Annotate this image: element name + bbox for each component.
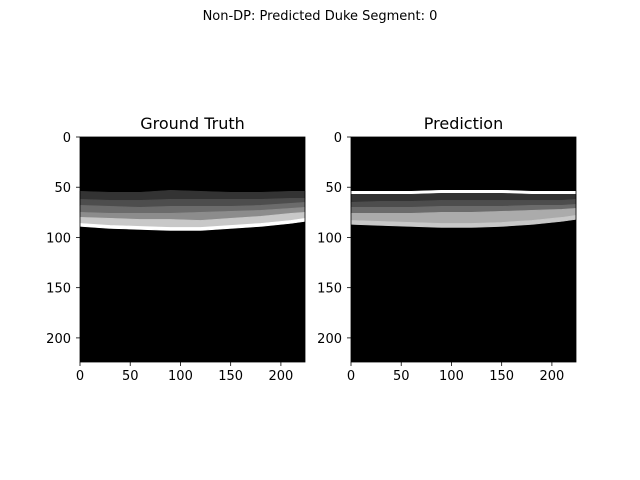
ground-truth-x-tick-label: 100 <box>168 369 193 384</box>
ground-truth-panel: Ground Truth 0 50 100 150 200 0 50 100 150 200 <box>46 114 306 384</box>
prediction-x-tick-label: 50 <box>393 369 410 384</box>
ground-truth-y-tick-label: 100 <box>46 231 71 246</box>
ground-truth-x-tick-label: 200 <box>268 369 293 384</box>
ground-truth-y-tick-label: 150 <box>46 282 71 297</box>
prediction-x-tick-label: 150 <box>489 369 514 384</box>
prediction-x-tick-label: 200 <box>539 369 564 384</box>
prediction-y-tick-label: 150 <box>317 282 342 297</box>
ground-truth-image <box>80 137 305 362</box>
prediction-y-tick-label: 100 <box>317 231 342 246</box>
ground-truth-axes-frame <box>79 136 306 363</box>
prediction-y-tick-label: 50 <box>325 181 342 196</box>
prediction-title: Prediction <box>424 114 503 133</box>
ground-truth-y-tick-label: 0 <box>63 131 71 146</box>
ground-truth-x-tick-label: 0 <box>76 369 84 384</box>
prediction-y-tick-label: 200 <box>317 332 342 347</box>
ground-truth-y-tick-label: 200 <box>46 332 71 347</box>
ground-truth-y-tick-label: 50 <box>54 181 71 196</box>
ground-truth-x-tick-label: 150 <box>218 369 243 384</box>
prediction-x-tick-label: 0 <box>347 369 355 384</box>
figure-suptitle: Non-DP: Predicted Duke Segment: 0 <box>203 9 438 24</box>
prediction-axes-frame <box>350 136 577 363</box>
prediction-panel: Prediction 0 50 100 150 200 0 50 100 150 200 <box>317 114 577 384</box>
prediction-y-tick-label: 0 <box>334 131 342 146</box>
prediction-image <box>351 137 576 362</box>
ground-truth-title: Ground Truth <box>140 114 245 133</box>
prediction-x-tick-label: 100 <box>439 369 464 384</box>
ground-truth-x-tick-label: 50 <box>122 369 139 384</box>
